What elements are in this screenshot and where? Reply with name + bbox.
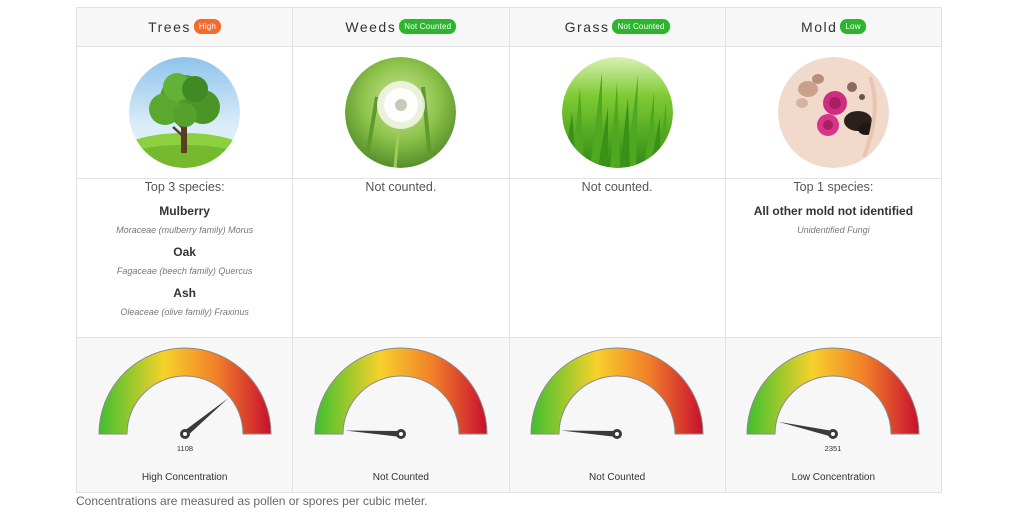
- species-name: Ash: [173, 286, 196, 300]
- gauge-cell-grass: Not Counted: [508, 337, 726, 493]
- species-cell-mold: Top 1 species: All other mold not identi…: [724, 178, 943, 338]
- mold-spores-photo: [777, 57, 889, 168]
- concentration-gauge: [314, 347, 488, 439]
- category-title: Weeds: [345, 18, 397, 35]
- concentration-gauge: 2351: [746, 347, 920, 453]
- gauge-arc: [530, 347, 704, 435]
- image-cell-mold: [724, 46, 943, 179]
- gauge-row: 1108 High Concentration Not Counted Not …: [75, 337, 943, 493]
- dandelion-photo: [345, 57, 457, 168]
- image-cell-weeds: [292, 46, 510, 179]
- image-row: [75, 46, 943, 179]
- header-row: Trees High Weeds Not Counted Grass Not Coun…: [75, 7, 943, 47]
- gauge-needle: [561, 430, 618, 437]
- level-badge: High: [193, 19, 222, 35]
- gauge-needle: [778, 421, 835, 437]
- species-name: All other mold not identified: [753, 204, 914, 218]
- header-mold: Mold Low: [724, 7, 943, 47]
- concentration-label: High Concentration: [141, 472, 228, 483]
- level-badge: Low: [840, 19, 866, 35]
- species-scientific: Moraceae (mulberry family) Morus: [116, 225, 254, 235]
- species-cell-weeds: Not counted.: [292, 178, 510, 338]
- gauge-cell-mold: 2351 Low Concentration: [724, 337, 943, 493]
- species-name: Oak: [173, 245, 196, 259]
- gauge-cell-weeds: Not Counted: [292, 337, 510, 493]
- header-weeds: Weeds Not Counted: [292, 7, 510, 47]
- concentration-label: Not Counted: [589, 472, 646, 483]
- footnote: Concentrations are measured as pollen or…: [76, 494, 428, 508]
- gauge-hub-center: [831, 432, 836, 436]
- concentration-label: Not Counted: [372, 472, 429, 483]
- gauge-arc: [314, 347, 488, 435]
- concentration-gauge: [530, 347, 704, 439]
- tree-photo: [129, 57, 241, 168]
- gauge-needle: [344, 430, 402, 437]
- header-trees: Trees High: [75, 7, 294, 47]
- pollen-table: Trees High Weeds Not Counted Grass Not Coun…: [75, 7, 943, 493]
- gauge-hub-center: [398, 432, 403, 436]
- image-cell-grass: [508, 46, 726, 179]
- image-cell-trees: [75, 46, 294, 179]
- header-grass: Grass Not Counted: [508, 7, 726, 47]
- gauge-arc: [98, 347, 272, 435]
- gauge-hub-center: [182, 432, 187, 436]
- gauge-value: 1108: [177, 444, 193, 453]
- gauge-cell-trees: 1108 High Concentration: [75, 337, 294, 493]
- species-heading: Top 3 species:: [144, 180, 225, 194]
- level-badge: Not Counted: [612, 19, 670, 35]
- gauge-needle: [182, 398, 228, 437]
- species-cell-trees: Top 3 species: Mulberry Moraceae (mulber…: [75, 178, 294, 338]
- species-heading: Top 1 species:: [793, 180, 874, 194]
- species-heading: Not counted.: [581, 180, 653, 194]
- species-heading: Not counted.: [365, 180, 437, 194]
- gauge-hub-center: [615, 432, 620, 436]
- species-cell-grass: Not counted.: [508, 178, 726, 338]
- pollen-report: Trees High Weeds Not Counted Grass Not Coun…: [75, 7, 943, 493]
- concentration-label: Low Concentration: [791, 472, 876, 483]
- grass-photo: [561, 57, 673, 168]
- concentration-gauge: 1108: [98, 347, 272, 453]
- species-scientific: Fagaceae (beech family) Quercus: [116, 266, 253, 276]
- species-row: Top 3 species: Mulberry Moraceae (mulber…: [75, 178, 943, 338]
- species-name: Mulberry: [159, 204, 210, 218]
- species-scientific: Unidentified Fungi: [797, 225, 870, 235]
- species-scientific: Oleaceae (olive family) Fraxinus: [120, 307, 249, 317]
- gauge-value: 2351: [825, 444, 842, 453]
- category-title: Grass: [564, 18, 610, 35]
- category-title: Trees: [148, 18, 191, 35]
- category-title: Mold: [801, 18, 838, 35]
- gauge-arc: [746, 347, 920, 435]
- level-badge: Not Counted: [399, 19, 457, 35]
